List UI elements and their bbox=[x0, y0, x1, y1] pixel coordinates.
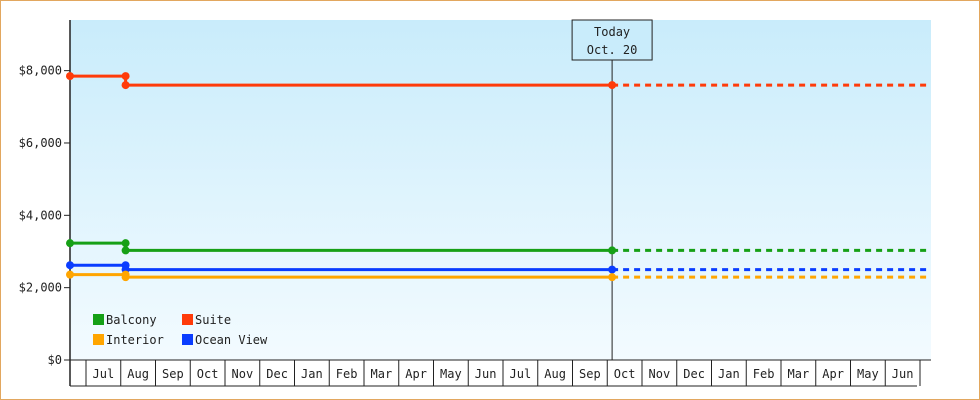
data-point-balcony bbox=[121, 239, 130, 248]
x-tick-label: Aug bbox=[544, 367, 566, 381]
x-tick-label: May bbox=[857, 367, 879, 381]
x-tick-label: Mar bbox=[371, 367, 393, 381]
data-point-interior bbox=[121, 273, 130, 282]
x-tick-label: Dec bbox=[266, 367, 288, 381]
x-tick-label: Jun bbox=[892, 367, 914, 381]
x-tick-label: Nov bbox=[232, 367, 254, 381]
data-point-suite bbox=[121, 81, 130, 90]
legend-label-ocean-view: Ocean View bbox=[195, 333, 268, 347]
series-line-suite bbox=[70, 74, 613, 87]
y-tick-label: $2,000 bbox=[19, 281, 62, 295]
x-tick-label: Mar bbox=[788, 367, 810, 381]
legend-swatch-suite bbox=[182, 314, 193, 325]
data-point-ocean-view bbox=[608, 265, 617, 274]
legend-label-suite: Suite bbox=[195, 313, 231, 327]
x-tick-label: Apr bbox=[822, 367, 844, 381]
x-tick-label: Jan bbox=[301, 367, 323, 381]
y-tick-label: $8,000 bbox=[19, 64, 62, 78]
legend-label-balcony: Balcony bbox=[106, 313, 157, 327]
x-tick-label: Apr bbox=[405, 367, 427, 381]
x-tick-label: Dec bbox=[683, 367, 705, 381]
data-point-balcony bbox=[121, 246, 130, 255]
plot-area bbox=[70, 20, 931, 360]
today-date: Oct. 20 bbox=[587, 43, 638, 57]
today-box bbox=[571, 19, 653, 61]
x-tick-label: Feb bbox=[336, 367, 358, 381]
x-tick-label: May bbox=[440, 367, 462, 381]
data-point-interior bbox=[66, 270, 74, 279]
x-tick-label: Jul bbox=[510, 367, 532, 381]
data-point-balcony bbox=[608, 246, 617, 255]
legend-label-interior: Interior bbox=[106, 333, 164, 347]
y-tick-label: $4,000 bbox=[19, 208, 62, 222]
legend-swatch-balcony bbox=[93, 314, 104, 325]
legend-swatch-interior bbox=[93, 334, 104, 345]
x-tick-label: Jul bbox=[93, 367, 115, 381]
data-point-interior bbox=[608, 273, 617, 282]
x-tick-label: Sep bbox=[579, 367, 601, 381]
data-point-balcony bbox=[66, 239, 74, 248]
data-point-ocean-view bbox=[66, 261, 74, 270]
data-point-suite bbox=[66, 72, 74, 81]
x-tick-label: Oct bbox=[197, 367, 219, 381]
x-tick-label: Feb bbox=[753, 367, 775, 381]
x-tick-label: Sep bbox=[162, 367, 184, 381]
y-tick-label: $0 bbox=[48, 353, 62, 367]
data-point-suite bbox=[121, 72, 130, 81]
x-tick-label: Oct bbox=[614, 367, 636, 381]
x-tick-label: Aug bbox=[127, 367, 149, 381]
x-tick-label: Jan bbox=[718, 367, 740, 381]
today-label: Today bbox=[594, 25, 630, 39]
legend-swatch-ocean-view bbox=[182, 334, 193, 345]
x-tick-label: Jun bbox=[475, 367, 497, 381]
y-tick-label: $6,000 bbox=[19, 136, 62, 150]
data-point-suite bbox=[608, 81, 617, 90]
x-tick-label: Nov bbox=[649, 367, 671, 381]
